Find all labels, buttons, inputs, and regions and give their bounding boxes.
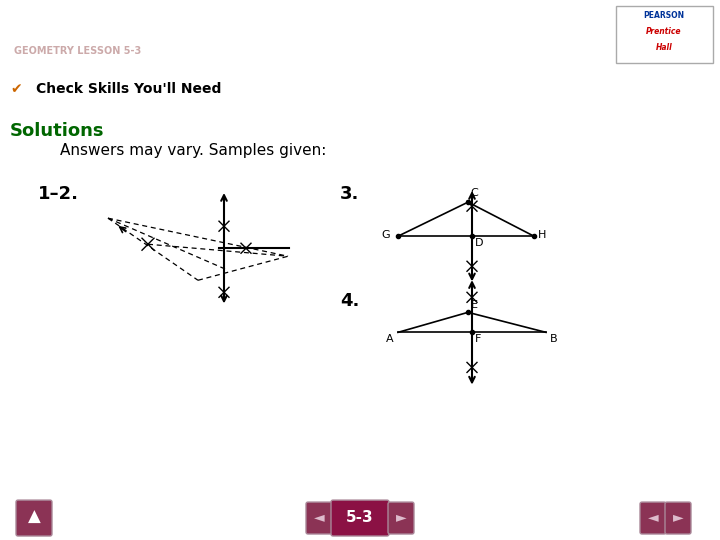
Text: MAIN MENU: MAIN MENU	[36, 482, 100, 492]
Text: ►: ►	[396, 510, 406, 524]
Text: ◄: ◄	[314, 510, 324, 524]
Text: A: A	[387, 334, 394, 345]
Text: PAGE: PAGE	[656, 482, 684, 492]
Text: 3.: 3.	[340, 185, 359, 203]
Text: F: F	[475, 334, 482, 345]
Text: ◄: ◄	[648, 510, 658, 524]
FancyBboxPatch shape	[665, 502, 691, 534]
Text: H: H	[538, 230, 546, 240]
Text: D: D	[475, 238, 484, 248]
FancyBboxPatch shape	[306, 502, 332, 534]
Text: Answers may vary. Samples given:: Answers may vary. Samples given:	[60, 143, 326, 158]
Text: ✔: ✔	[10, 82, 22, 96]
Text: 5-3: 5-3	[346, 510, 374, 524]
FancyBboxPatch shape	[616, 5, 713, 63]
Text: Hall: Hall	[655, 43, 672, 52]
Text: 4.: 4.	[340, 292, 359, 310]
Text: 1–2.: 1–2.	[38, 185, 79, 203]
Text: ▲: ▲	[27, 508, 40, 526]
Text: PEARSON: PEARSON	[643, 11, 685, 20]
Text: Prentice: Prentice	[646, 27, 682, 36]
FancyBboxPatch shape	[640, 502, 666, 534]
Text: G: G	[382, 230, 390, 240]
Text: Check Skills You'll Need: Check Skills You'll Need	[36, 82, 221, 96]
Text: E: E	[471, 300, 478, 310]
Text: GEOMETRY LESSON 5-3: GEOMETRY LESSON 5-3	[14, 45, 142, 56]
Text: Solutions: Solutions	[10, 122, 104, 140]
Text: Concurrent Lines, Medians, and Altitudes: Concurrent Lines, Medians, and Altitudes	[14, 8, 469, 27]
Text: ►: ►	[672, 510, 683, 524]
FancyBboxPatch shape	[331, 500, 389, 536]
Text: B: B	[550, 334, 557, 345]
FancyBboxPatch shape	[388, 502, 414, 534]
Text: C: C	[470, 188, 478, 198]
FancyBboxPatch shape	[16, 500, 52, 536]
Text: LESSON: LESSON	[338, 482, 382, 492]
